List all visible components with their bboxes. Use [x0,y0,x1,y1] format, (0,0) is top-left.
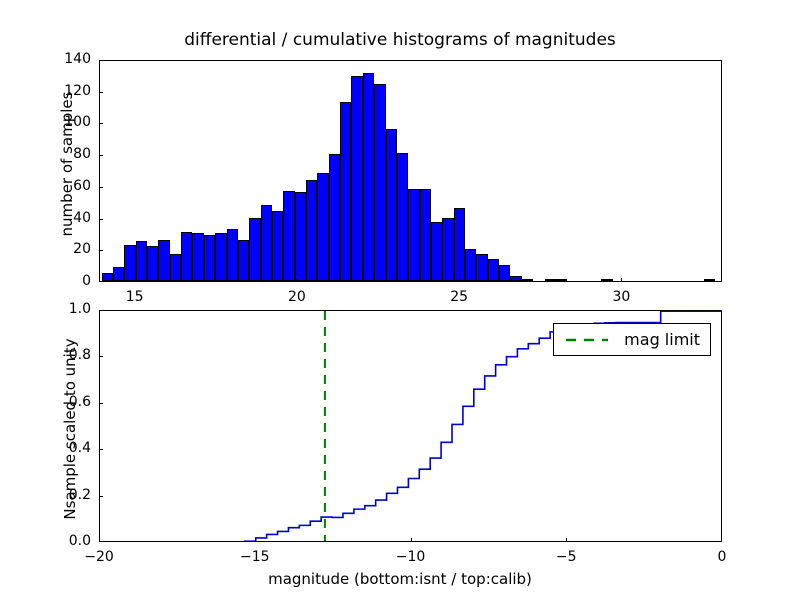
ytick-label: 140 [64,51,91,67]
ytick-mark [99,218,103,220]
ytick-mark [99,356,103,358]
histogram-bar [419,189,431,281]
xtick-mark [134,278,136,282]
histogram-bar [703,279,715,281]
mag-limit-legend-swatch [564,333,610,347]
histogram-bar [521,279,534,281]
ytick-mark [99,155,103,157]
ytick-label: 0.0 [68,533,91,549]
ytick-label: 1.0 [68,301,91,317]
xtick-label: 20 [288,289,306,305]
histogram-bar [476,254,488,281]
histogram-bar [465,249,477,281]
xtick-mark [621,278,623,282]
histogram-bar [135,241,148,281]
ytick-mark [99,123,103,125]
xtick-label: −10 [395,549,426,565]
legend-label-mag-limit: mag limit [624,330,700,349]
histogram-bar [328,154,341,281]
xtick-label: −15 [239,549,270,565]
histogram-bar [181,231,193,281]
histogram-bar [430,222,443,281]
ytick-label: 100 [64,114,91,131]
histogram-bar [101,273,113,281]
xtick-label: −20 [84,549,114,565]
ytick-mark [99,250,103,252]
ytick-label: 0.4 [68,440,91,457]
xtick-mark [296,278,298,282]
ytick-mark [99,91,103,93]
xtick-label: 25 [450,289,469,305]
xtick-mark [254,538,256,542]
histogram-bar [374,84,386,281]
ytick-label: 0.2 [68,486,91,503]
legend[interactable]: mag limit [553,323,711,356]
ytick-mark [99,402,103,404]
ytick-label: 120 [64,82,91,99]
histogram-bar [306,179,318,281]
histogram-bar [362,73,375,281]
ytick-label: 0.8 [68,347,91,364]
bottom-axis-ylabel: Nsample scaled to unity [61,338,79,520]
histogram-bar [408,189,420,281]
histogram-bar [601,279,613,281]
histogram-bar [442,217,454,281]
histogram-bar [283,190,295,281]
histogram-bar [237,239,250,281]
differential-histogram-axes [99,60,722,282]
histogram-bar [499,265,511,281]
xtick-label: −5 [555,549,577,565]
histogram-bar [555,279,568,281]
ytick-label: 20 [73,241,91,258]
histogram-bar [203,235,216,281]
histogram-bar [112,266,125,281]
histogram-bar [226,228,238,281]
histogram-bar [396,152,409,281]
histogram-bar [158,239,170,281]
xtick-mark [410,538,412,542]
ytick-label: 0 [82,273,91,289]
figure-title: differential / cumulative histograms of … [184,30,616,50]
xtick-label: 0 [717,549,727,565]
ytick-label: 80 [73,146,91,163]
histogram-bar [192,233,204,281]
xtick-mark [459,278,461,282]
histogram-bar [385,128,397,281]
xtick-mark [566,538,568,542]
ytick-mark [99,186,103,188]
histogram-bar [215,233,227,281]
histogram-bar [271,211,284,281]
histogram-bar [169,254,182,281]
histogram-bar [510,276,522,281]
ytick-label: 0.6 [68,393,91,410]
bottom-axis-xlabel: magnitude (bottom:isnt / top:calib) [268,570,532,588]
xtick-label: 30 [612,289,631,305]
ytick-label: 60 [73,177,91,194]
cumulative-histogram-axes: mag limit [99,310,722,542]
histogram-bar [453,208,466,281]
histogram-bars [100,61,721,281]
histogram-bar [260,204,272,281]
histogram-bar [544,279,556,281]
histogram-bar [340,101,352,281]
ytick-label: 40 [73,209,91,226]
histogram-bar [317,173,329,281]
histogram-bar [487,258,500,281]
ytick-mark [99,495,103,497]
histogram-bar [147,246,159,281]
histogram-bar [124,244,136,281]
histogram-bar [351,76,363,281]
xtick-label: 15 [125,289,144,305]
histogram-bar [249,217,261,281]
histogram-bar [294,192,307,281]
ytick-mark [99,449,103,451]
